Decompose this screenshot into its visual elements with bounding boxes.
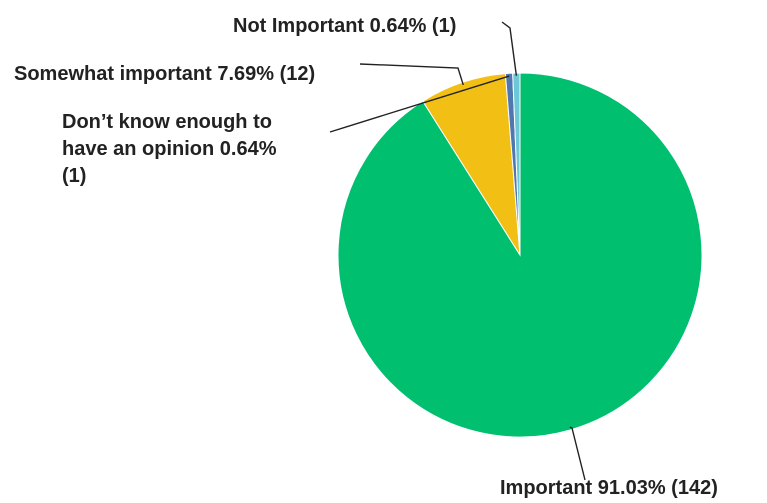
slice-label: Don’t know enough to have an opinion 0.64… (62, 111, 277, 187)
slice-label-line: Important 91.03% (142) (500, 477, 718, 499)
leader-lines (329, 21, 586, 481)
slice-label-line: Don’t know enough to (62, 111, 272, 133)
leader-line (569, 426, 586, 481)
slice-label-line: have an opinion 0.64% (62, 138, 277, 160)
leader-line (359, 63, 464, 86)
leader-line (501, 21, 518, 76)
slice-label-line: Somewhat important 7.69% (12) (14, 63, 315, 85)
slice-label: Important 91.03% (142) (500, 477, 718, 499)
slice-label-line: Not Important 0.64% (1) (233, 15, 456, 37)
slice-label-line: (1) (62, 165, 86, 187)
pie-slices (337, 72, 703, 438)
slice-label: Somewhat important 7.69% (12) (14, 63, 315, 85)
slice-labels: Important 91.03% (142) Don’t know enough … (14, 15, 718, 499)
slice-label: Not Important 0.64% (1) (233, 15, 456, 37)
leader-line (329, 75, 510, 133)
